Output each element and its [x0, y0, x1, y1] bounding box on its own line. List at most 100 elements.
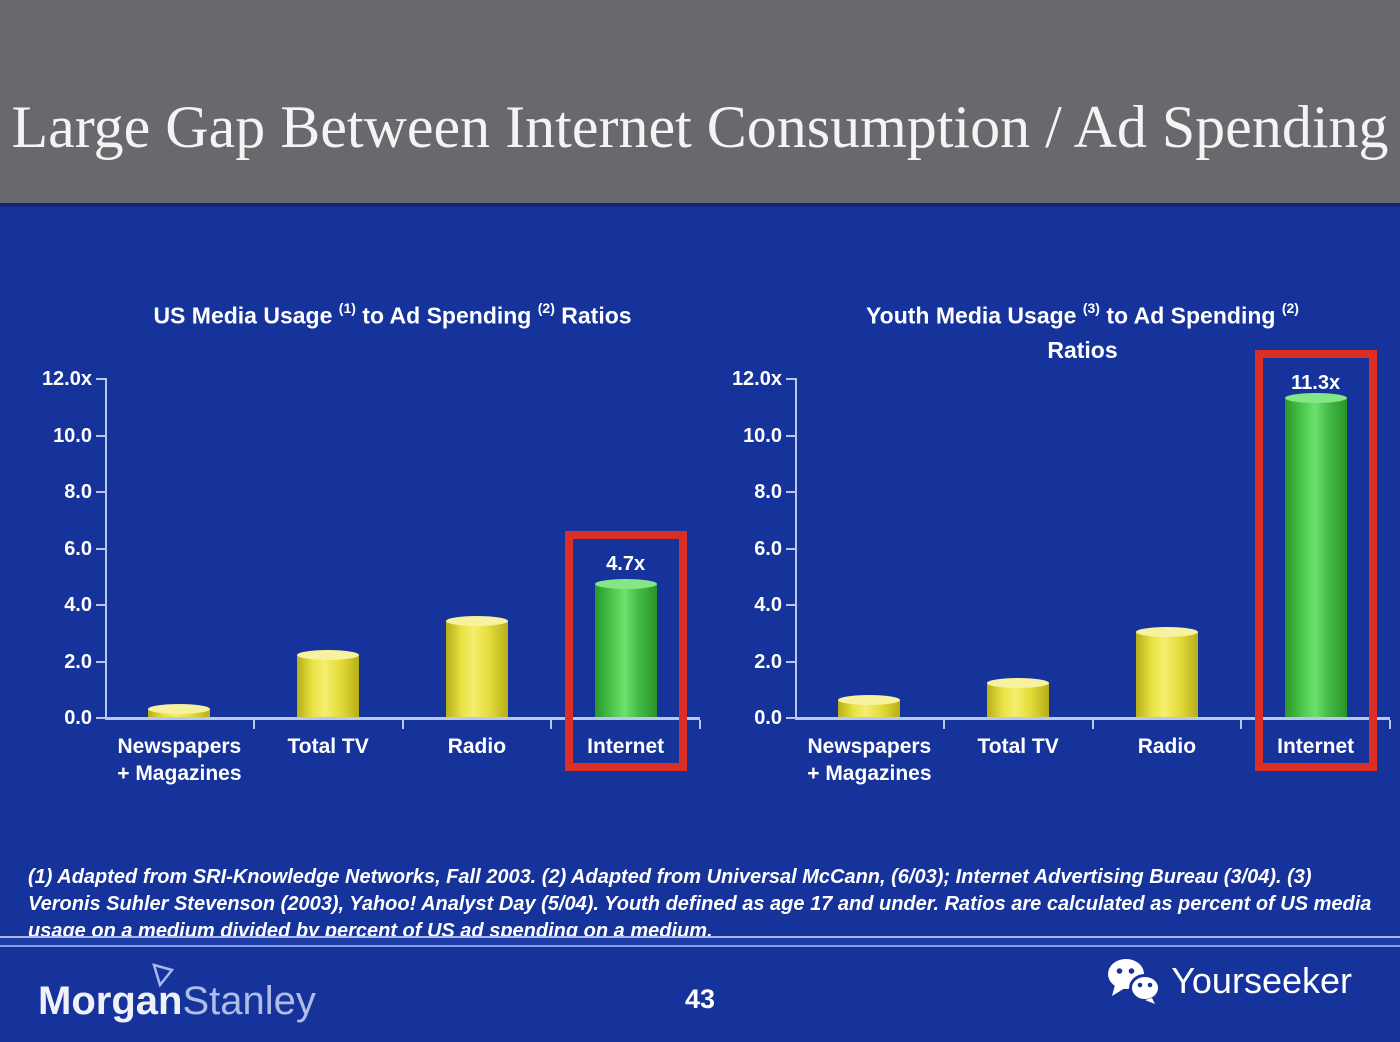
title-superscript: (1)	[338, 300, 356, 316]
category-label-line: Total TV	[977, 735, 1059, 758]
title-text: Youth Media Usage	[866, 302, 1083, 329]
highlight-value-label: 11.3x	[1291, 371, 1341, 394]
y-tick	[96, 378, 106, 380]
x-tick	[1091, 720, 1094, 729]
category-label-line: Newspapers	[807, 735, 932, 758]
x-tick	[252, 720, 255, 729]
bar-top-cap	[148, 703, 211, 714]
bar-top-cap	[838, 695, 901, 706]
x-axis	[795, 717, 1390, 720]
category-label-line: + Magazines	[807, 762, 932, 785]
bar-newspapers	[148, 703, 211, 717]
y-tick-label: 6.0	[64, 537, 92, 560]
category-label: Newspapers + Magazines	[779, 733, 959, 787]
y-tick	[96, 434, 106, 437]
bar-newspapers	[838, 695, 901, 717]
title-superscript: (2)	[537, 300, 555, 316]
y-tick	[96, 660, 106, 663]
bar-top-cap	[1135, 627, 1198, 638]
category-label-line: Internet	[1277, 735, 1355, 758]
category-label-line: + Magazines	[117, 762, 242, 785]
y-tick-label: 8.0	[64, 481, 92, 503]
y-tick	[96, 491, 106, 493]
title-superscript: (2)	[1281, 300, 1299, 316]
x-tick	[401, 720, 404, 729]
watermark: Yourseeker	[1107, 958, 1352, 1004]
y-tick	[96, 547, 106, 550]
footnote: (1) Adapted from SRI-Knowledge Networks,…	[28, 866, 1372, 942]
y-tick-label: 10.0	[53, 424, 92, 447]
header-divider	[0, 203, 1400, 207]
category-label: Radio	[1077, 733, 1257, 760]
highlight-box	[1254, 349, 1377, 771]
category-label-line: Radio	[1137, 735, 1197, 758]
category-label: Total TV	[238, 733, 418, 760]
slide-header: Large Gap Between Internet Consumption /…	[0, 0, 1400, 203]
highlight-value-label: 4.7x	[606, 552, 646, 575]
x-tick	[699, 720, 701, 729]
bar-internet	[594, 579, 657, 717]
bar-radio	[1135, 627, 1198, 717]
logo-triangle-icon	[152, 963, 175, 988]
y-tick	[96, 717, 106, 719]
y-tick-label: 6.0	[754, 537, 782, 560]
y-tick	[786, 547, 796, 550]
y-tick-label: 8.0	[754, 481, 782, 503]
brand-light-text: Stanley	[182, 979, 316, 1023]
title-text: to Ad Spending	[1099, 302, 1282, 329]
y-tick-label: 0.0	[64, 707, 92, 729]
bar-chart-youth-media: Youth Media Usage (3) to Ad Spending (2)…	[720, 283, 1391, 795]
x-tick	[550, 720, 553, 729]
bar-top-cap	[1284, 392, 1347, 403]
x-tick	[1389, 720, 1391, 729]
y-tick-label: 2.0	[754, 650, 782, 673]
title-superscript: (3)	[1082, 300, 1100, 316]
title-text: Ratios	[554, 302, 632, 329]
chart-title-line2: Ratios	[1047, 336, 1118, 363]
y-tick-label: 12.0x	[731, 368, 782, 390]
category-label-line: Radio	[447, 735, 507, 758]
chart-title: Youth Media Usage (3) to Ad Spending (2)…	[775, 293, 1390, 367]
highlight-box	[564, 530, 687, 771]
y-tick-label: 10.0	[743, 424, 782, 447]
y-tick	[786, 717, 796, 719]
y-tick	[786, 491, 796, 493]
wechat-icon	[1108, 959, 1162, 1004]
y-tick	[96, 604, 106, 606]
y-tick	[786, 660, 796, 663]
page-number: 43	[684, 984, 716, 1014]
y-tick-label: 2.0	[64, 650, 92, 673]
category-label: Internet	[1226, 733, 1400, 760]
bar-top-cap	[594, 579, 657, 590]
x-tick	[1240, 720, 1243, 729]
x-tick	[942, 720, 945, 729]
y-tick	[786, 434, 796, 437]
y-tick-label: 4.0	[754, 594, 782, 616]
bar-total tv	[987, 678, 1050, 717]
page-title: Large Gap Between Internet Consumption /…	[11, 94, 1389, 160]
y-tick-label: 12.0x	[41, 368, 92, 390]
bar-total tv	[297, 649, 360, 717]
y-tick	[786, 378, 796, 380]
y-tick-label: 0.0	[754, 707, 782, 729]
bar-chart-us-media: US Media Usage (1) to Ad Spending (2) Ra…	[30, 283, 701, 795]
category-label-line: Newspapers	[117, 735, 242, 758]
title-text: to Ad Spending	[355, 302, 538, 329]
y-axis	[105, 378, 107, 720]
category-label: Internet	[536, 733, 716, 760]
chart-title: US Media Usage (1) to Ad Spending (2) Ra…	[85, 293, 700, 333]
bar-top-cap	[445, 615, 508, 626]
watermark-label: Yourseeker	[1171, 960, 1352, 1001]
bar-top-cap	[297, 649, 360, 660]
category-label-line: Total TV	[287, 735, 369, 758]
bar-internet	[1284, 392, 1347, 717]
category-label-line: Internet	[587, 735, 665, 758]
y-tick-label: 4.0	[64, 594, 92, 616]
y-axis	[795, 378, 797, 720]
y-tick	[786, 604, 796, 606]
footer-divider	[0, 936, 1400, 947]
x-axis	[105, 717, 700, 720]
brand-bold-text: Morgan	[38, 979, 183, 1023]
title-text: US Media Usage	[153, 302, 339, 329]
